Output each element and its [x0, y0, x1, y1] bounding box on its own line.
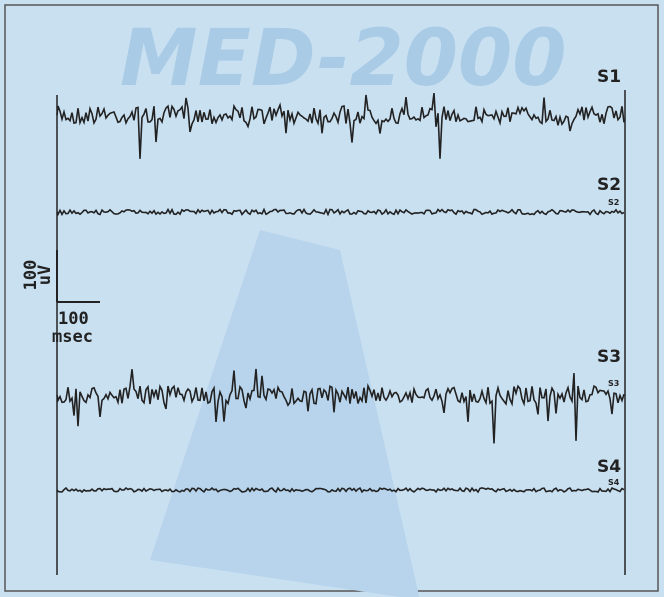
trace-end-label: S3: [608, 379, 619, 388]
trace: [56, 207, 625, 217]
background-shape: [150, 230, 420, 597]
trace-label: S3: [597, 347, 621, 367]
trace: [56, 486, 625, 494]
frame: [4, 4, 659, 592]
trace: [56, 368, 625, 444]
trace-end-label: S4: [608, 478, 620, 487]
trace-end-label: S2: [608, 198, 619, 207]
scale-horizontal-value: 100: [58, 309, 89, 329]
trace: [56, 93, 625, 159]
trace-label: S1: [597, 67, 621, 87]
trace-label: S2: [597, 175, 621, 195]
trace-label: S4: [597, 457, 621, 477]
scale-vertical-unit: uV: [35, 265, 55, 285]
scale-horizontal-unit: msec: [52, 327, 93, 347]
background-title: MED-2000: [120, 14, 567, 104]
scale-vertical-value: 100: [21, 260, 41, 291]
